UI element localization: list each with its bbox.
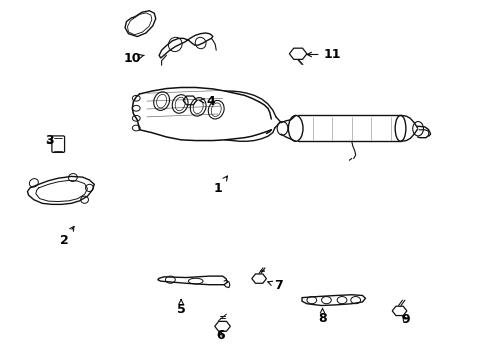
Text: 10: 10 [123,51,143,64]
Text: 11: 11 [306,48,340,61]
Text: 2: 2 [60,226,74,247]
Text: 9: 9 [400,313,409,327]
Text: 1: 1 [213,176,227,195]
Text: 4: 4 [199,95,214,108]
Text: 6: 6 [215,329,224,342]
Text: 5: 5 [176,300,185,316]
Text: 8: 8 [318,309,326,325]
FancyBboxPatch shape [52,136,64,152]
Text: 7: 7 [267,279,283,292]
Text: 3: 3 [45,134,54,147]
